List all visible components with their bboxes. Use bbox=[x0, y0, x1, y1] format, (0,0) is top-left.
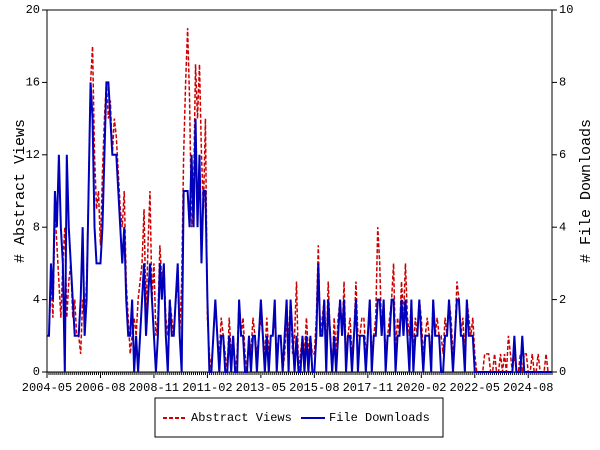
x-tick-label: 2017-11 bbox=[343, 381, 393, 395]
y-tick-label: 8 bbox=[33, 220, 40, 234]
x-tick-label: 2024-08 bbox=[503, 381, 553, 395]
legend-label: File Downloads bbox=[329, 411, 430, 425]
x-tick-label: 2022-05 bbox=[450, 381, 500, 395]
y2-tick-label: 0 bbox=[559, 365, 566, 379]
y2-tick-label: 2 bbox=[559, 293, 566, 307]
data-line bbox=[47, 28, 552, 373]
y-tick-label: 16 bbox=[26, 76, 40, 90]
y2-tick-label: 8 bbox=[559, 76, 566, 90]
x-tick-label: 2011-02 bbox=[182, 381, 232, 395]
y2-axis-label: # File Downloads bbox=[578, 119, 595, 263]
legend-label: Abstract Views bbox=[191, 411, 292, 425]
x-tick-label: 2008-11 bbox=[129, 381, 179, 395]
x-tick-label: 2013-05 bbox=[236, 381, 286, 395]
y-tick-label: 4 bbox=[33, 293, 40, 307]
x-tick-label: 2020-02 bbox=[396, 381, 446, 395]
x-tick-label: 2006-08 bbox=[75, 381, 125, 395]
plot-frame bbox=[46, 9, 553, 373]
data-line bbox=[47, 81, 552, 373]
legend-box bbox=[154, 397, 444, 438]
y2-tick-label: 10 bbox=[559, 3, 573, 17]
y-tick-label: 0 bbox=[33, 365, 40, 379]
y2-tick-label: 6 bbox=[559, 148, 566, 162]
x-tick-label: 2004-05 bbox=[22, 381, 72, 395]
y-tick-label: 12 bbox=[26, 148, 40, 162]
y-tick-label: 20 bbox=[26, 3, 40, 17]
y2-tick-label: 4 bbox=[559, 220, 566, 234]
x-tick-label: 2015-08 bbox=[289, 381, 339, 395]
y-axis-label: # Abstract Views bbox=[12, 119, 29, 263]
